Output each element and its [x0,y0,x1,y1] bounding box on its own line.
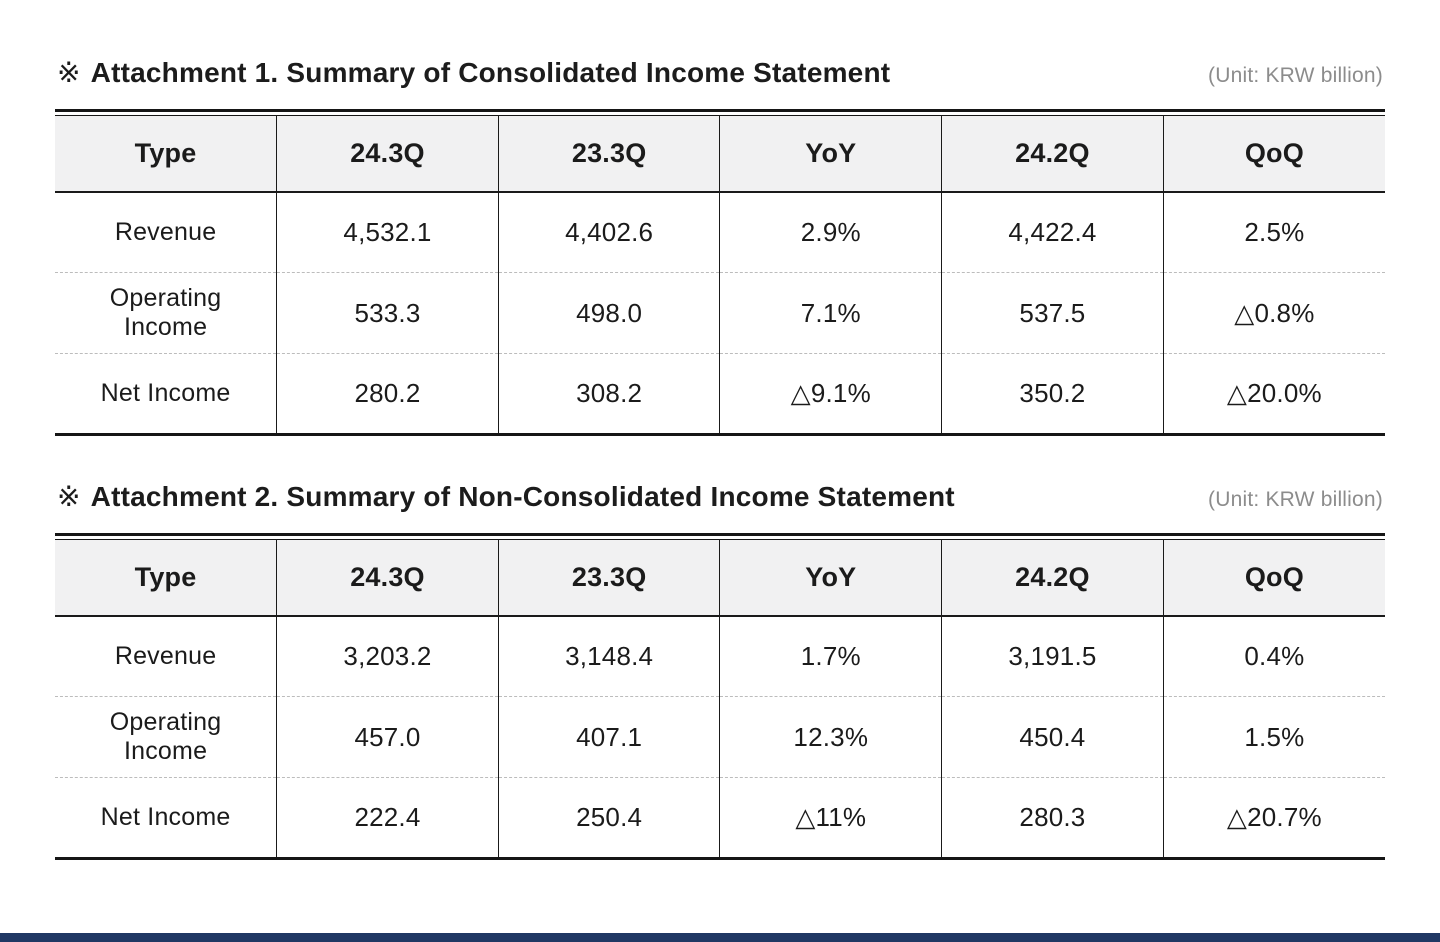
header-row: Type 24.3Q 23.3Q YoY 24.2Q QoQ [55,539,1385,617]
cell: 457.0 [276,696,499,778]
row-label: Net Income [100,802,231,831]
table-row-revenue: Revenue 3,203.2 3,148.4 1.7% 3,191.5 0.4… [55,615,1385,697]
table-row-revenue: Revenue 4,532.1 4,402.6 2.9% 4,422.4 2.5… [55,191,1385,273]
cell: 3,148.4 [497,615,720,697]
cell: 350.2 [941,353,1164,435]
row-label: Operating Income [55,696,277,778]
section-1-title: ※ Attachment 1. Summary of Consolidated I… [57,56,890,89]
row-label: Net Income [100,378,231,407]
column-header-qoq: QoQ [1162,115,1385,193]
section-2-title-text: Attachment 2. Summary of Non-Consolidate… [90,481,955,512]
table-row-net-income: Net Income 222.4 250.4 △11% 280.3 △20.7% [55,777,1385,859]
column-header-23-3q: 23.3Q [497,115,720,193]
column-header-yoy: YoY [719,539,942,617]
column-header-yoy: YoY [719,115,942,193]
cell: 2.5% [1162,191,1385,273]
cell: 537.5 [941,272,1164,354]
section-1-title-text: Attachment 1. Summary of Consolidated In… [90,57,891,88]
attachment-2-section: ※ Attachment 2. Summary of Non-Consolidat… [55,480,1385,860]
cell: △20.7% [1162,777,1385,859]
reference-mark: ※ [57,481,81,512]
table-row-operating-income: Operating Income 533.3 498.0 7.1% 537.5 … [55,272,1385,354]
cell: △0.8% [1162,272,1385,354]
document-page: ※ Attachment 1. Summary of Consolidated I… [55,56,1385,860]
table-row-operating-income: Operating Income 457.0 407.1 12.3% 450.4… [55,696,1385,778]
cell: 2.9% [719,191,942,273]
cell: 4,532.1 [276,191,499,273]
cell: 308.2 [497,353,720,435]
column-header-23-3q: 23.3Q [497,539,720,617]
column-header-type: Type [55,539,277,617]
unit-label: (Unit: KRW billion) [1208,64,1383,87]
row-label: Operating Income [55,272,277,354]
cell: 4,402.6 [497,191,720,273]
non-consolidated-income-table: Type 24.3Q 23.3Q YoY 24.2Q QoQ Revenue 3… [55,539,1385,860]
cell: 280.2 [276,353,499,435]
cell: 7.1% [719,272,942,354]
unit-label: (Unit: KRW billion) [1208,488,1383,511]
bottom-accent-bar [0,933,1440,942]
cell: △11% [719,777,942,859]
consolidated-income-table: Type 24.3Q 23.3Q YoY 24.2Q QoQ Revenue 4… [55,115,1385,436]
cell: 1.7% [719,615,942,697]
column-header-24-2q: 24.2Q [941,115,1164,193]
section-1-title-row: ※ Attachment 1. Summary of Consolidated I… [57,56,1383,89]
cell: 222.4 [276,777,499,859]
attachment-1-section: ※ Attachment 1. Summary of Consolidated I… [55,56,1385,436]
column-header-24-3q: 24.3Q [276,539,499,617]
cell: 498.0 [497,272,720,354]
cell: 12.3% [719,696,942,778]
cell: 407.1 [497,696,720,778]
cell: △20.0% [1162,353,1385,435]
column-header-type: Type [55,115,277,193]
header-row: Type 24.3Q 23.3Q YoY 24.2Q QoQ [55,115,1385,193]
cell: 533.3 [276,272,499,354]
cell: 3,191.5 [941,615,1164,697]
cell: 250.4 [497,777,720,859]
section-2-title: ※ Attachment 2. Summary of Non-Consolidat… [57,480,955,513]
reference-mark: ※ [57,57,81,88]
non-consolidated-table-wrap: Type 24.3Q 23.3Q YoY 24.2Q QoQ Revenue 3… [55,533,1385,860]
cell: 4,422.4 [941,191,1164,273]
column-header-qoq: QoQ [1162,539,1385,617]
cell: 280.3 [941,777,1164,859]
column-header-24-3q: 24.3Q [276,115,499,193]
cell: 450.4 [941,696,1164,778]
table-row-net-income: Net Income 280.2 308.2 △9.1% 350.2 △20.0… [55,353,1385,435]
cell: 3,203.2 [276,615,499,697]
cell: △9.1% [719,353,942,435]
cell: 0.4% [1162,615,1385,697]
column-header-24-2q: 24.2Q [941,539,1164,617]
row-label: Revenue [55,615,277,697]
section-2-title-row: ※ Attachment 2. Summary of Non-Consolidat… [57,480,1383,513]
cell: 1.5% [1162,696,1385,778]
row-label: Revenue [55,191,277,273]
consolidated-table-wrap: Type 24.3Q 23.3Q YoY 24.2Q QoQ Revenue 4… [55,109,1385,436]
